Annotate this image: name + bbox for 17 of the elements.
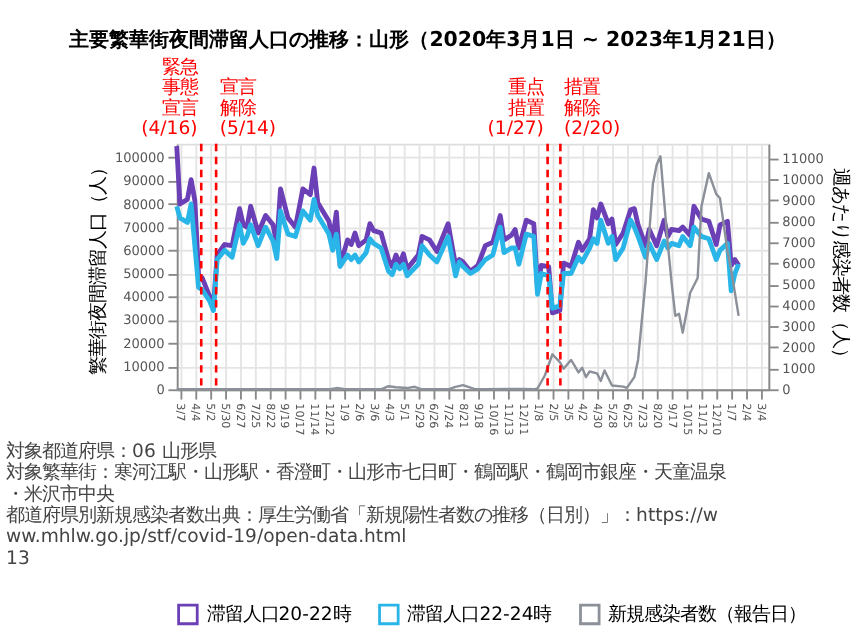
legend-label: 滞留人口20-22時 xyxy=(206,604,351,627)
line-series xyxy=(175,155,740,391)
text: 13 xyxy=(6,547,30,570)
line-series xyxy=(174,143,742,316)
legend-label: 新規感染者数（報告日） xyxy=(608,604,807,627)
ref-line-label: 重点措置(1/27) xyxy=(487,77,544,141)
y-axis-title: 繁華街夜間滞留人口（人） xyxy=(87,159,110,376)
ref-line-label: 措置解除(2/20) xyxy=(564,77,621,141)
text: 都道府県別新規感染者数出典：厚生労働省「新規陽性者数の推移（日別）」：https://www.mhlw.go.jp/stf/covid-19/open-data.html xyxy=(6,505,719,549)
ref-line-label: 宣言解除(5/14) xyxy=(219,77,277,141)
line-series xyxy=(174,196,742,313)
text: 対象繁華街：寒河江駅・山形駅・香澄町・山形市七日町・鶴岡駅・鶴岡市銀座・天童温泉・米沢市中央 xyxy=(6,462,727,506)
y2-axis-title: 週あたり感染者数（人） xyxy=(828,168,851,367)
chart-title: 主要繁華街夜間滞留人口の推移：山形（2020年3月1日 ~ 2023年1月21日） xyxy=(67,28,786,53)
text: 対象都道府県：06 山形県 xyxy=(6,440,216,463)
ref-line-label: 緊急事態宣言(4/16) xyxy=(141,57,198,141)
legend-label: 滞留人口22-24時 xyxy=(407,604,552,627)
